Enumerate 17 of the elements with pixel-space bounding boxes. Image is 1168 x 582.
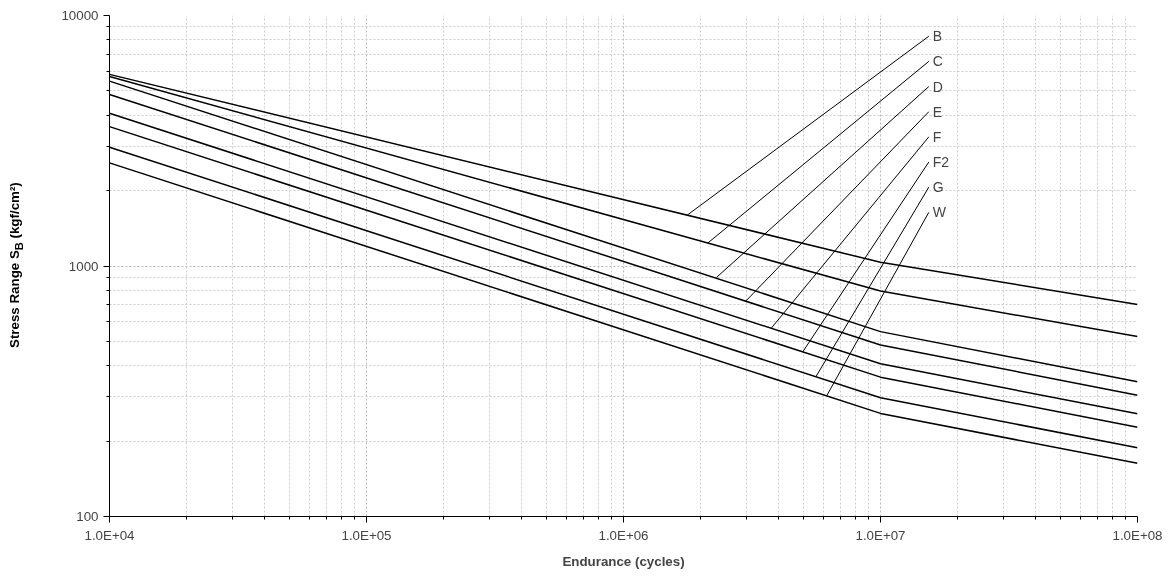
- annotation: W: [932, 204, 947, 221]
- y-tick-label: 1000: [68, 258, 99, 274]
- x-tick-label: 1.0E+05: [341, 527, 392, 543]
- y-tick-label: 100: [76, 509, 99, 524]
- y-tick-label: 10000: [61, 8, 99, 23]
- x-axis-title: Endurance (cycles): [562, 553, 685, 569]
- annotation: F2: [932, 153, 950, 170]
- annotation: C: [932, 53, 943, 70]
- annotation: D: [932, 78, 943, 95]
- x-tick-label: 1.0E+06: [598, 527, 649, 543]
- annotation: F: [932, 128, 942, 145]
- annotation: E: [932, 103, 943, 120]
- x-tick-label: 1.0E+04: [84, 527, 136, 543]
- annotation: B: [932, 28, 943, 45]
- x-tick-label: 1.0E+07: [855, 527, 906, 543]
- annotation: G: [932, 179, 944, 196]
- x-tick-label: 1.0E+08: [1112, 527, 1163, 543]
